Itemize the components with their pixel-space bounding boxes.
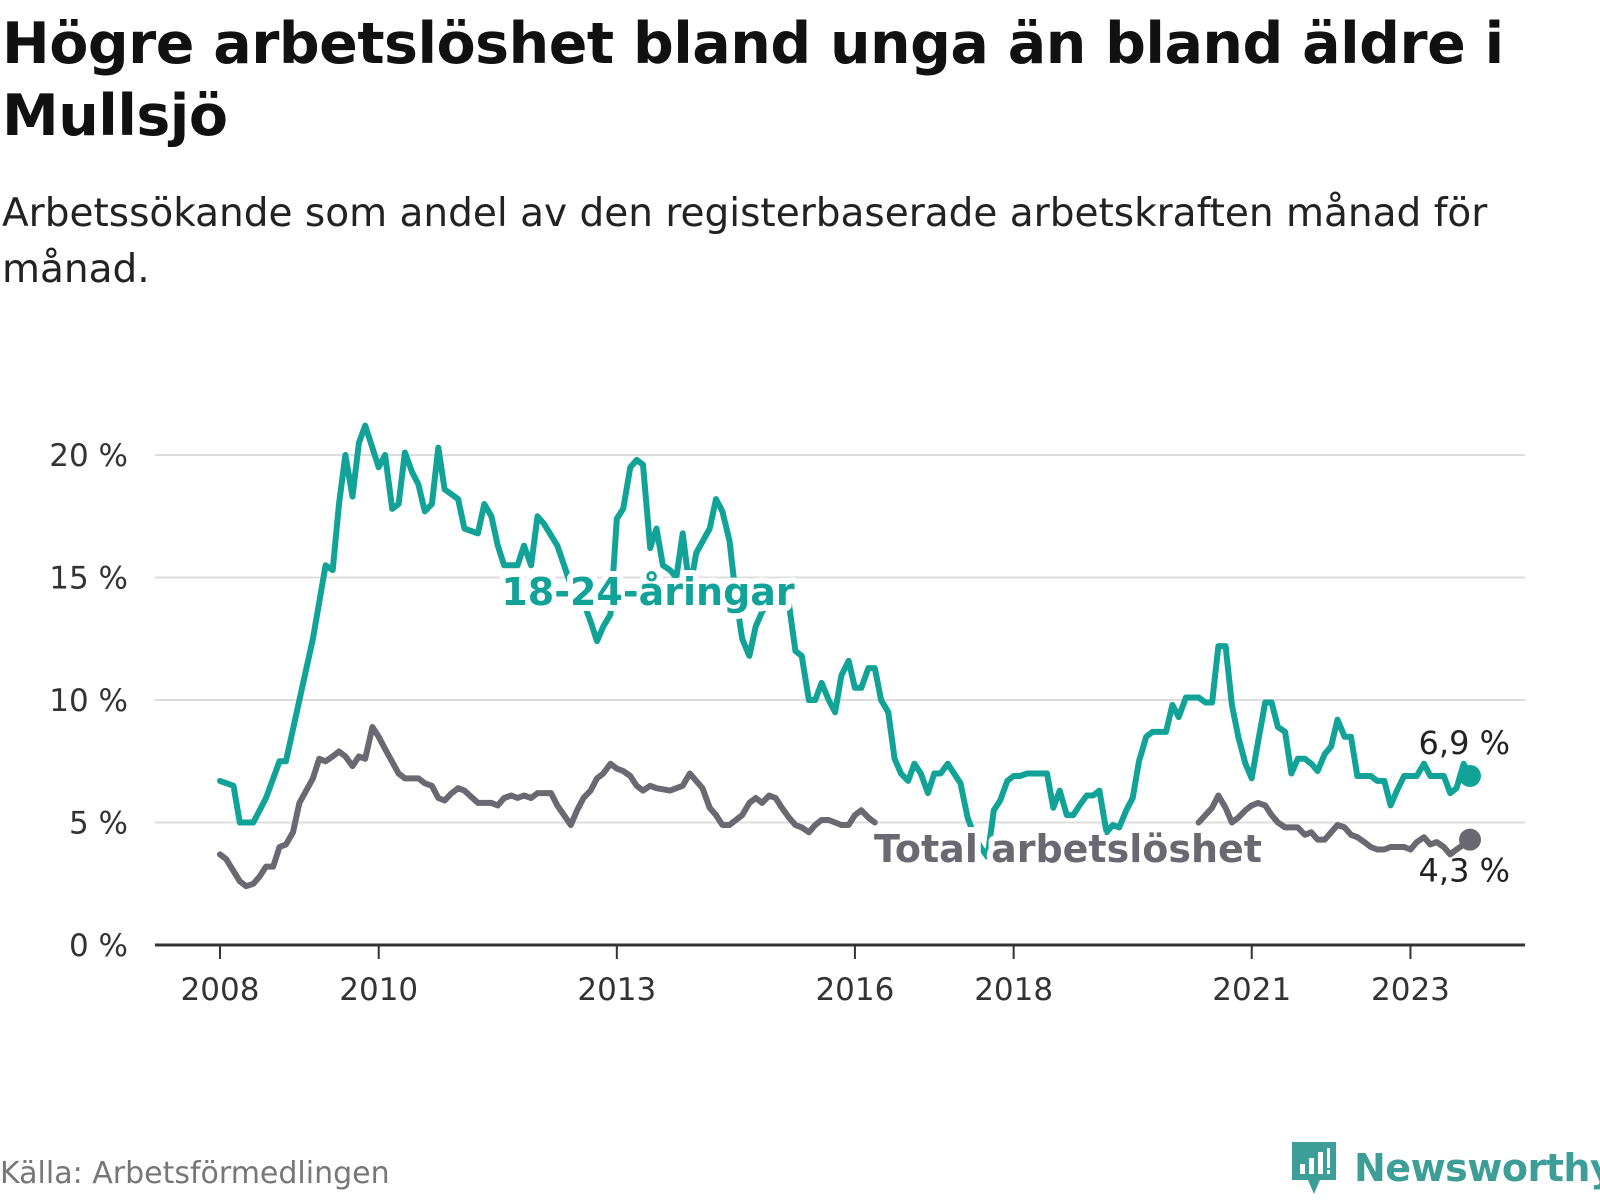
series-line-18-24 [217,422,1473,860]
source-note: Källa: Arbetsförmedlingen [0,1156,390,1191]
y-tick-label: 10 % [49,683,128,719]
y-tick-label: 20 % [49,438,128,474]
series-label-18-24-halo: 18-24-åringar [501,570,795,614]
series-line-total-2 [1096,853,1136,868]
x-tick-label: 2008 [181,972,260,1008]
end-point-total [1459,828,1481,851]
y-tick-label: 15 % [49,561,128,597]
x-tick-label: 2021 [1212,972,1291,1008]
y-tick-label: 5 % [69,806,128,842]
newsworthy-logo[interactable]: Newsworthy [1290,1140,1600,1196]
end-point-18-24 [1459,764,1481,787]
x-tick-label: 2013 [577,972,656,1008]
series-label-total-halo: Total arbetslöshet [874,827,1262,871]
series-line-total-1 [217,724,878,890]
line-chart: 0 %5 %10 %15 %20 % 2008 2010 2013 2016 2018 2… [49,422,1525,1008]
x-tick-label: 2010 [339,972,418,1008]
newsworthy-logo-icon [1292,1142,1336,1194]
series-label-18-24: 18-24-åringar [501,570,795,614]
end-label-total: 4,3 % [1419,852,1510,890]
x-axis: 2008 2010 2013 2016 2018 2021 2023 [155,943,1525,1008]
series-line-total-3 [1195,792,1473,858]
series-layer [217,422,1481,890]
x-tick-label: 2016 [815,972,894,1008]
x-tick-label: 2023 [1371,972,1450,1008]
brand-name: Newsworthy [1354,1146,1600,1190]
series-label-total: Total arbetslöshet [874,827,1262,871]
end-label-18-24: 6,9 % [1419,724,1510,762]
x-tick-label: 2018 [974,972,1053,1008]
labels-layer: 6,9 %4,3 %18-24-åringar18-24-åringarTota… [495,564,1510,890]
chart-subtitle: Arbetssökande som andel av den registerb… [2,191,1488,292]
y-axis: 0 % 5 % 10 % 15 % 20 % [49,438,128,964]
y-tick-label: 0 % [69,928,128,964]
chart-title: Högre arbetslöshet bland unga än bland ä… [2,11,1504,149]
